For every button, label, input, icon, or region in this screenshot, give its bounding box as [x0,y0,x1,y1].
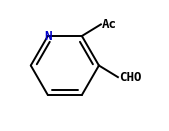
Text: CHO: CHO [119,71,142,84]
Text: Ac: Ac [102,18,117,31]
Text: N: N [44,29,52,42]
